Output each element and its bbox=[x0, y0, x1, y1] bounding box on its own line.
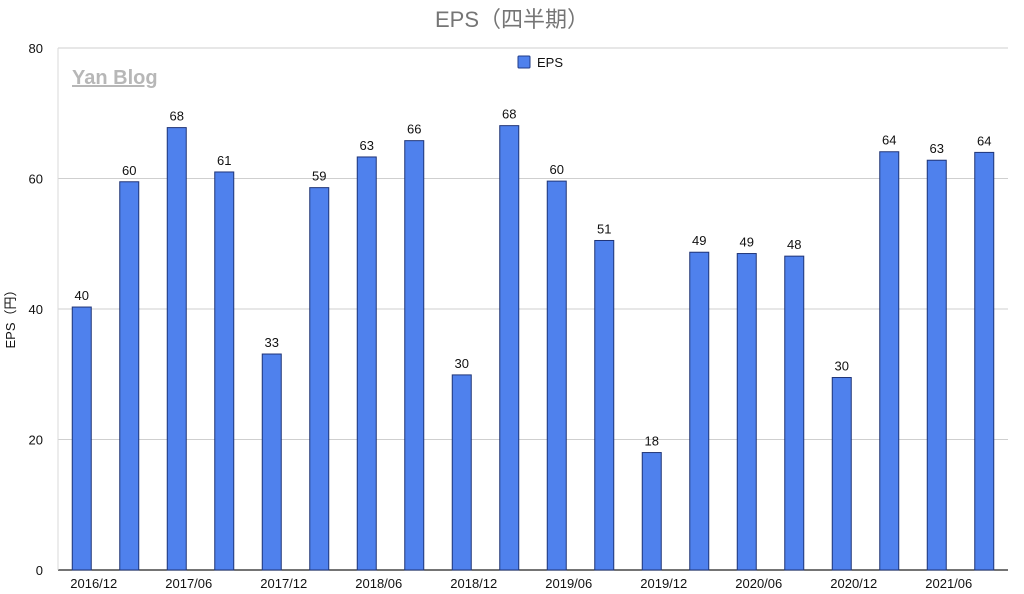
bar-value-label: 60 bbox=[550, 162, 564, 177]
bar-value-label: 18 bbox=[645, 434, 659, 449]
x-tick-label: 2017/12 bbox=[260, 576, 307, 591]
bar-value-label: 63 bbox=[360, 138, 374, 153]
eps-bar bbox=[309, 187, 330, 571]
x-tick-label: 2021/06 bbox=[925, 576, 972, 591]
eps-bar bbox=[214, 171, 235, 571]
legend-eps-label: EPS bbox=[537, 55, 563, 70]
chart-title: EPS（四半期） bbox=[435, 7, 589, 32]
bar-value-label: 30 bbox=[835, 359, 849, 374]
eps-bar bbox=[546, 180, 567, 571]
x-tick-label: 2020/12 bbox=[830, 576, 877, 591]
x-tick-label: 2019/06 bbox=[545, 576, 592, 591]
eps-bar bbox=[879, 151, 900, 571]
x-tick-layer: 2016/12 2017/06 2017/12 2018/06 2018/12 2019/… bbox=[70, 576, 972, 591]
eps-bar bbox=[499, 125, 520, 571]
y-axis-label: EPS（円） bbox=[3, 283, 18, 348]
watermark-label: Yan Blog bbox=[72, 67, 158, 89]
legend-eps-swatch bbox=[517, 55, 531, 69]
bar-value-label: 60 bbox=[122, 163, 136, 178]
bar-value-label: 51 bbox=[597, 221, 611, 236]
bar-value-label: 33 bbox=[265, 335, 279, 350]
y-tick-label: 0 bbox=[36, 563, 43, 578]
x-tick-label: 2016/12 bbox=[70, 576, 117, 591]
eps-bar bbox=[784, 255, 805, 571]
x-tick-label: 2020/06 bbox=[735, 576, 782, 591]
y-tick-label: 80 bbox=[29, 41, 43, 56]
bar-value-label: 49 bbox=[692, 233, 706, 248]
bar-value-label: 40 bbox=[75, 288, 89, 303]
x-tick-label: 2018/06 bbox=[355, 576, 402, 591]
value-label-layer: 40 60 68 61 33 59 63 66 30 68 60 51 18 49 49 48 30 64 63 64 bbox=[75, 107, 992, 449]
bar-value-label: 59 bbox=[312, 169, 326, 184]
bar-value-label: 61 bbox=[217, 153, 231, 168]
eps-bar bbox=[736, 253, 757, 571]
bar-value-label: 64 bbox=[977, 133, 991, 148]
x-tick-label: 2019/12 bbox=[640, 576, 687, 591]
eps-bar bbox=[594, 239, 615, 571]
bar-value-label: 66 bbox=[407, 122, 421, 137]
eps-bar bbox=[356, 156, 377, 571]
eps-bar bbox=[166, 127, 187, 571]
eps-bar bbox=[404, 140, 425, 571]
eps-bar bbox=[689, 251, 710, 571]
eps-bar bbox=[261, 353, 282, 571]
x-tick-label: 2018/12 bbox=[450, 576, 497, 591]
bar-value-label: 68 bbox=[502, 107, 516, 122]
eps-bar bbox=[831, 377, 852, 571]
eps-bar bbox=[926, 159, 947, 571]
bar-value-label: 63 bbox=[930, 141, 944, 156]
y-tick-layer: 0 20 40 60 80 bbox=[29, 41, 43, 578]
bar-value-label: 68 bbox=[170, 109, 184, 124]
bar-value-label: 30 bbox=[455, 356, 469, 371]
eps-bar bbox=[641, 452, 662, 571]
y-tick-label: 40 bbox=[29, 302, 43, 317]
y-tick-label: 60 bbox=[29, 172, 43, 187]
bar-layer bbox=[71, 125, 995, 571]
bar-value-label: 64 bbox=[882, 133, 896, 148]
x-tick-label: 2017/06 bbox=[165, 576, 212, 591]
eps-bar bbox=[974, 151, 995, 571]
legend: EPS bbox=[517, 55, 563, 70]
bar-value-label: 48 bbox=[787, 237, 801, 252]
bar-value-label: 49 bbox=[740, 235, 754, 250]
eps-bar bbox=[119, 181, 140, 571]
eps-bar bbox=[71, 306, 92, 571]
eps-bar bbox=[451, 374, 472, 571]
y-tick-label: 20 bbox=[29, 433, 43, 448]
